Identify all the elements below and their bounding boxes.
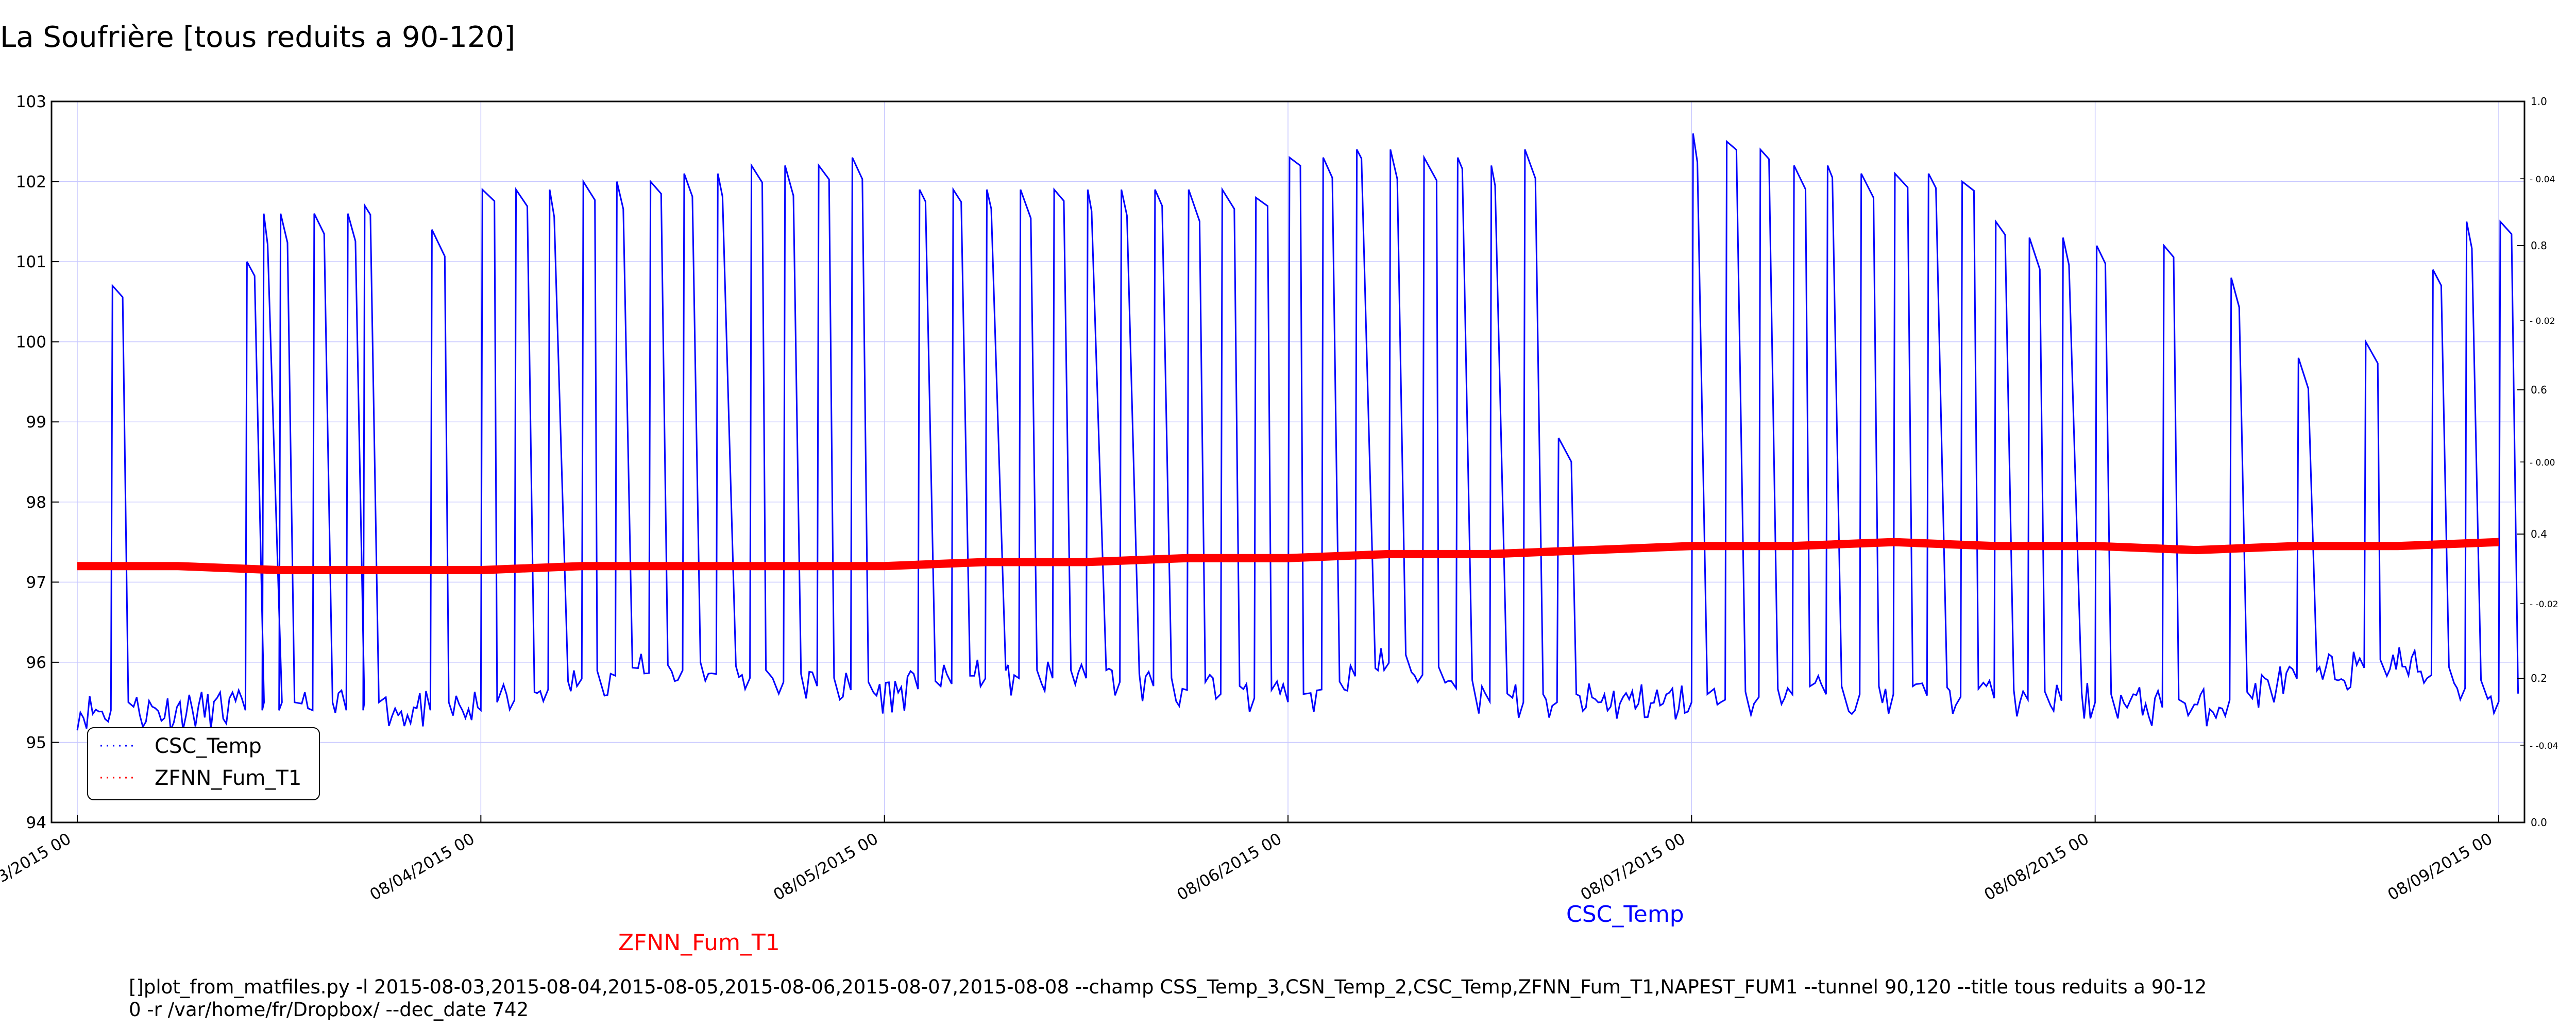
x-tick-label: 08/09/2015 00 (2385, 830, 2496, 904)
legend: CSC_Temp ZFNN_Fum_T1 (87, 727, 320, 800)
chart-title: La Soufrière [tous reduits a 90-120] (0, 21, 516, 54)
y-tick-label: 94 (26, 814, 46, 832)
command-footer: []plot_from_matfiles.py -l 2015-08-03,20… (129, 976, 2207, 1021)
footer-line-1: []plot_from_matfiles.py -l 2015-08-03,20… (129, 976, 2207, 998)
legend-box (87, 727, 320, 800)
y-tick-label: 95 (26, 733, 46, 752)
y-tick-label: 103 (16, 93, 46, 111)
y-tick-label: 96 (26, 654, 46, 672)
legend-label: ZFNN_Fum_T1 (155, 766, 301, 790)
series-zfnn-fum-t1 (77, 538, 2499, 574)
y2-minor-tick-label: - 0.04 (2530, 175, 2555, 185)
y-tick-label: 101 (16, 253, 46, 271)
x-axis: 08/03/2015 00 08/04/2015 00 08/05/2015 00 0… (0, 815, 2499, 904)
x-tick-label: 08/07/2015 00 (1578, 830, 1688, 904)
y2-minor-tick-label: - 0.00 (2530, 458, 2555, 468)
y2-tick-label: 0.4 (2531, 528, 2547, 540)
y2-tick-label: 0.6 (2531, 384, 2547, 396)
y2-minor-tick-label: - -0.02 (2530, 599, 2558, 610)
y2-tick-label: 0.2 (2531, 672, 2547, 684)
y2-axis: 0.0 0.2 0.4 0.6 0.8 1.0 - -0.04 - -0.02 - 0.00 - … (2517, 95, 2558, 829)
y-tick-label: 102 (16, 173, 46, 192)
series-csc-temp (76, 133, 2519, 731)
x-tick-label: 08/08/2015 00 (1981, 830, 2092, 904)
y-axis: 94 95 96 97 98 99 100 101 102 103 (16, 93, 59, 832)
y2-tick-label: 0.8 (2531, 239, 2547, 252)
y-tick-label: 100 (16, 333, 46, 352)
x-tick-label: 08/04/2015 00 (367, 830, 478, 904)
series-line-csc-temp (76, 133, 2519, 731)
footer-line-2: 0 -r /var/home/fr/Dropbox/ --dec_date 74… (129, 999, 529, 1021)
y2-tick-label: 1.0 (2531, 95, 2547, 108)
y2-tick-label: 0.0 (2531, 816, 2547, 829)
series-line-zfnn-fum-t1 (77, 538, 2499, 574)
x-tick-label: 08/03/2015 00 (0, 830, 74, 904)
y2-minor-tick-label: - -0.04 (2530, 741, 2558, 751)
y-tick-label: 98 (26, 493, 46, 512)
xlabel-zfnn: ZFNN_Fum_T1 (618, 930, 780, 956)
y-tick-label: 99 (26, 413, 46, 432)
y2-minor-tick-label: - 0.02 (2530, 316, 2555, 327)
x-tick-label: 08/06/2015 00 (1174, 830, 1285, 904)
y-tick-label: 97 (26, 573, 46, 592)
x-tick-label: 08/05/2015 00 (770, 830, 881, 904)
xlabel-csc: CSC_Temp (1566, 901, 1684, 928)
legend-label: CSC_Temp (155, 734, 262, 758)
